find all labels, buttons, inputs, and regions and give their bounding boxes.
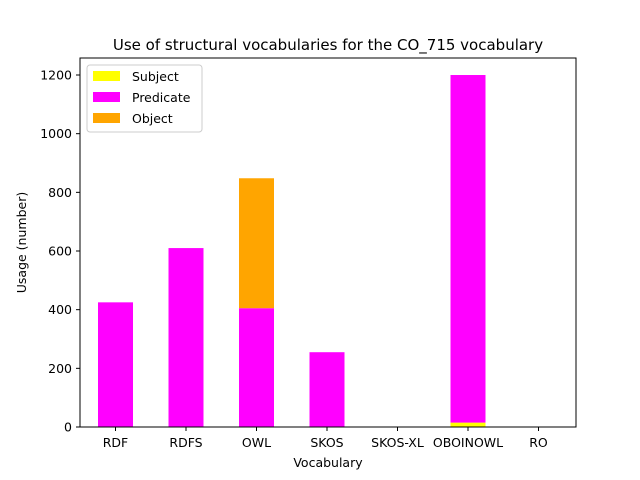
bar-predicate-owl: [239, 308, 274, 427]
y-tick-label: 800: [48, 185, 72, 200]
x-tick-label: SKOS-XL: [371, 435, 424, 450]
legend-swatch-predicate: [93, 92, 120, 102]
y-tick-label: 1200: [40, 68, 72, 83]
plot-frame: [79, 57, 577, 428]
x-tick-label: RDFS: [169, 435, 202, 450]
x-tick-label: RO: [529, 435, 548, 450]
legend-label-predicate: Predicate: [132, 90, 191, 105]
y-tick-label: 1000: [40, 126, 72, 141]
bar-object-owl: [239, 178, 274, 309]
legend-swatch-object: [93, 113, 120, 123]
bar-predicate-oboinowl: [450, 75, 486, 423]
x-tick-label: OWL: [242, 435, 271, 450]
legend-label-object: Object: [132, 111, 173, 126]
legend: Subject Predicate Object: [86, 64, 203, 133]
y-axis-ticks: 0 200 400 600 800 1000 1200: [40, 68, 80, 435]
bars: [98, 75, 486, 427]
bar-subject-oboinowl: [450, 422, 486, 427]
y-tick-label: 600: [48, 244, 72, 259]
bar-predicate-rdf: [98, 302, 133, 427]
bar-predicate-rdfs: [168, 248, 204, 427]
legend-swatch-subject: [93, 71, 120, 81]
bar-predicate-skos: [309, 352, 345, 427]
y-axis-label: Usage (number): [14, 192, 29, 293]
y-tick-label: 400: [48, 302, 72, 317]
x-tick-label: RDF: [103, 435, 129, 450]
chart-title: Use of structural vocabularies for the C…: [113, 36, 543, 55]
x-axis-ticks: RDF RDFS OWL SKOS SKOS-XL OBOINOWL RO: [103, 427, 548, 450]
x-tick-label: SKOS: [310, 435, 343, 450]
legend-label-subject: Subject: [132, 69, 179, 84]
x-tick-label: OBOINOWL: [433, 435, 503, 450]
x-axis-label: Vocabulary: [293, 455, 363, 470]
y-tick-label: 0: [64, 420, 72, 435]
y-tick-label: 200: [48, 361, 72, 376]
